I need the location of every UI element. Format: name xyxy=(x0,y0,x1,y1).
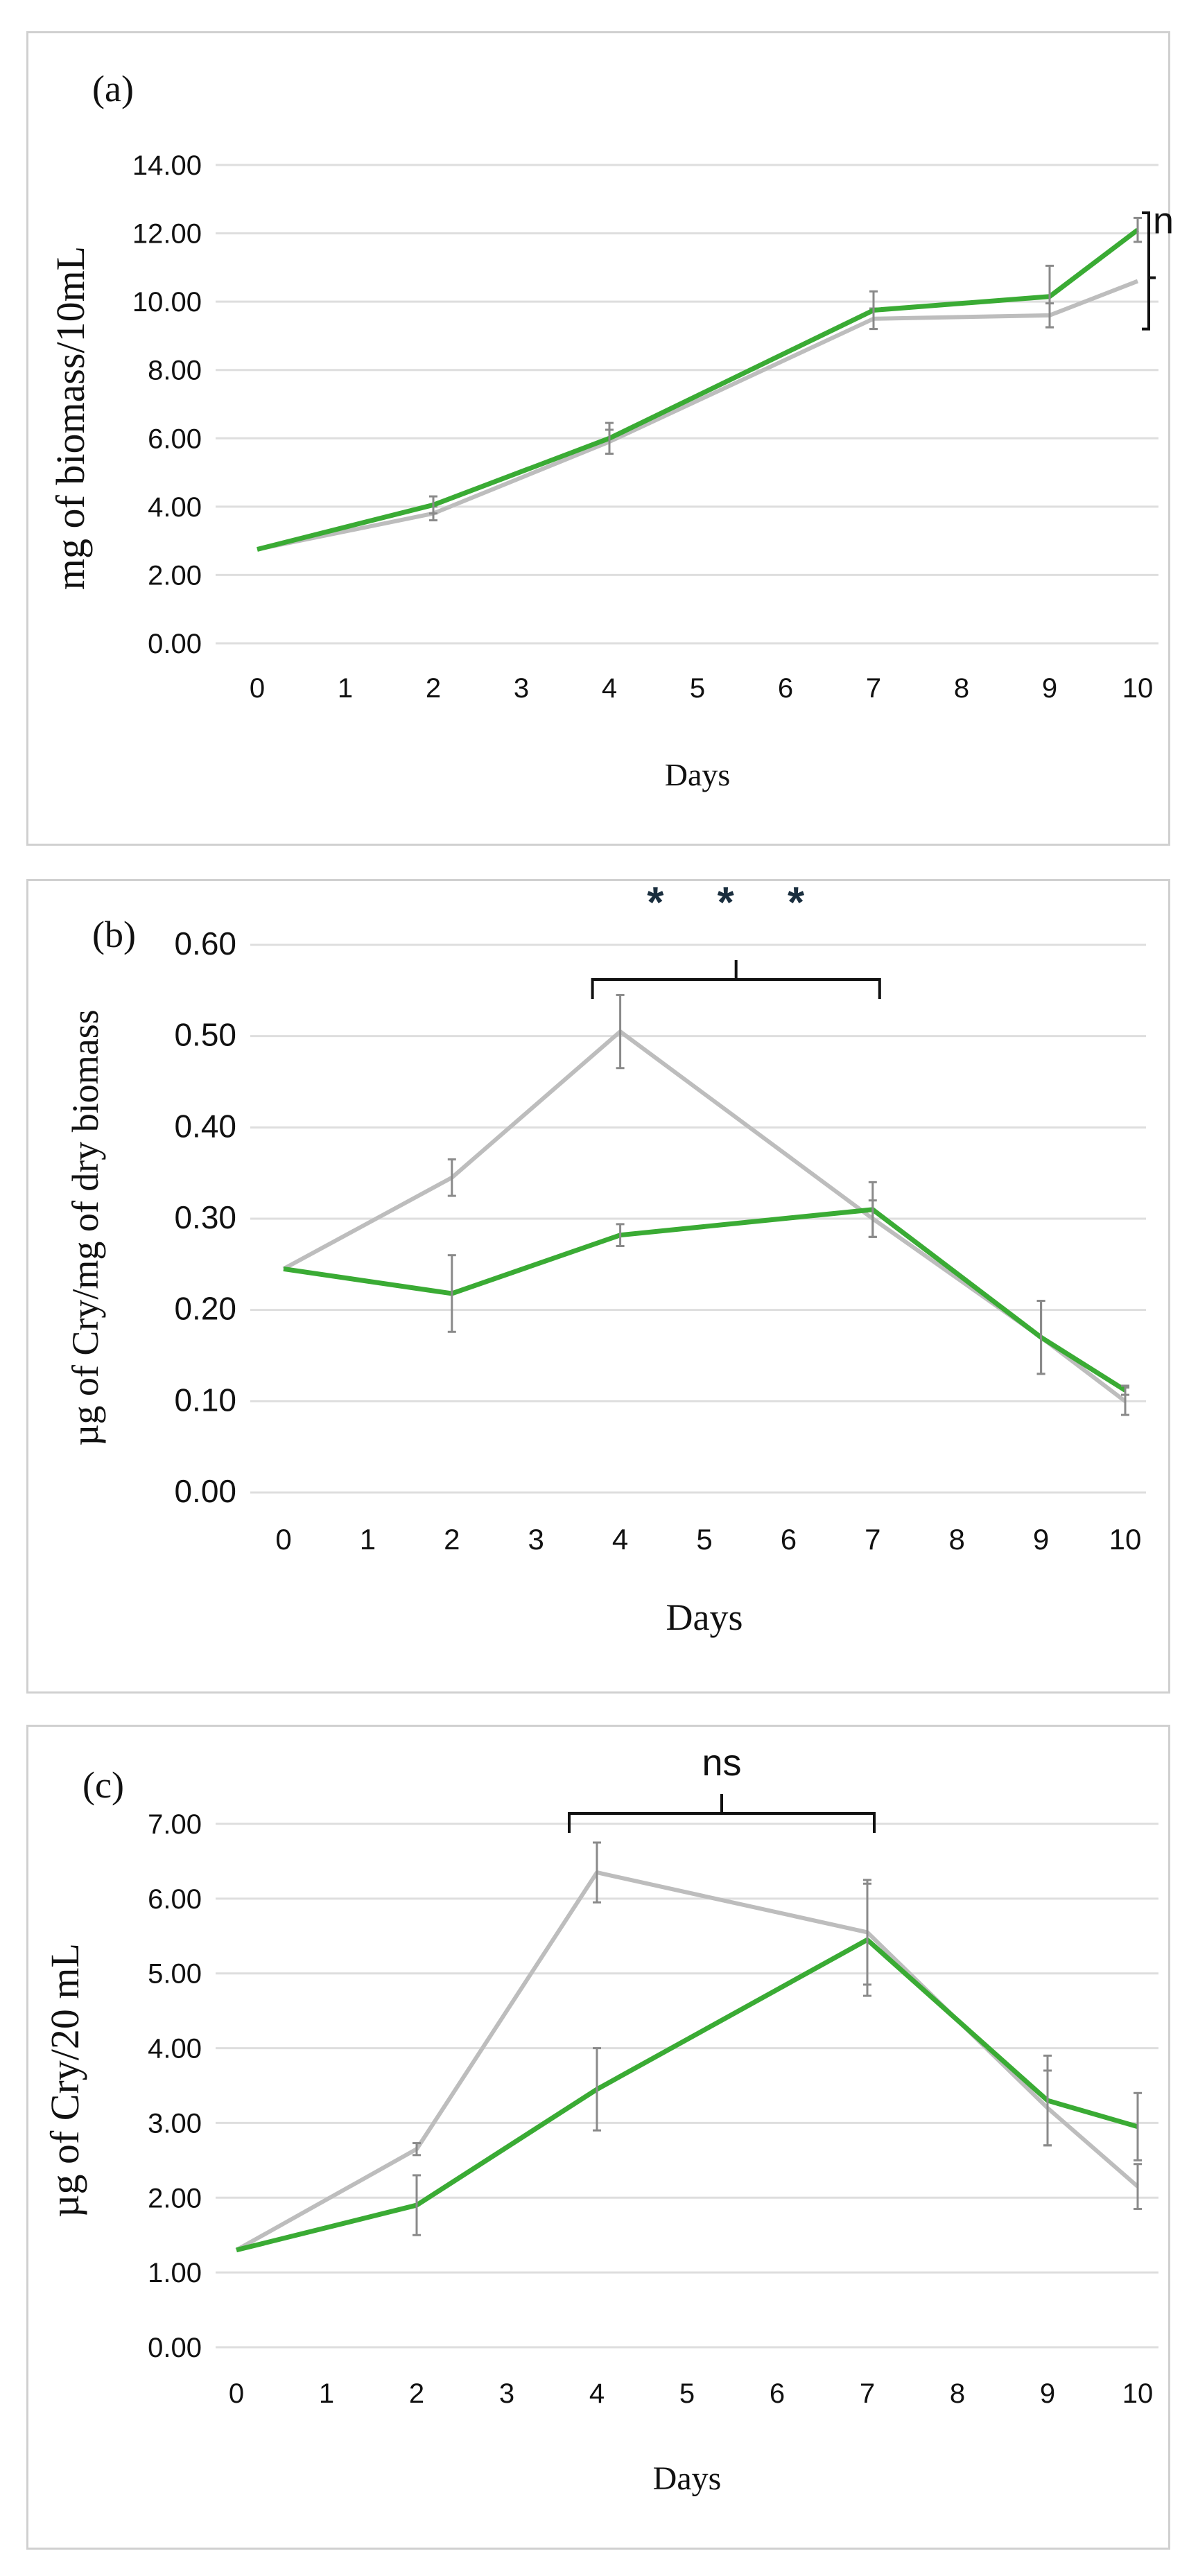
x-tick-label: 2 xyxy=(426,673,441,704)
significance-bracket xyxy=(568,1794,876,1833)
x-tick-label: 6 xyxy=(781,1523,797,1556)
x-tick-label: 0 xyxy=(250,673,265,704)
significance-label: ns xyxy=(1153,200,1172,242)
y-tick-label: 3.00 xyxy=(148,2108,202,2139)
x-tick-label: 9 xyxy=(1040,2378,1055,2409)
chart-b-svg: (b) 0.00 0.10 0.20 0.30 0.40 0.50 0.60 0 1 2 3 4 5 6 7 8… xyxy=(64,881,1146,1638)
y-axis-title: µg of Cry/mg of dry biomass xyxy=(64,1009,106,1446)
significance-label: ns xyxy=(702,1742,741,1784)
y-tick-label: 0.60 xyxy=(174,925,236,961)
y-tick-label: 0.00 xyxy=(148,629,202,659)
x-tick-label: 8 xyxy=(949,1523,965,1556)
panel-label: (b) xyxy=(92,914,136,955)
chart-panel-a: (a) 0.00 2.00 4.00 6.00 8.00 10.00 12.00 14.00 0 1… xyxy=(26,31,1172,846)
y-tick-label: 8.00 xyxy=(148,356,202,386)
x-tick-label: 8 xyxy=(954,673,969,704)
x-tick-label: 3 xyxy=(528,1523,544,1556)
y-axis-title: µg of Cry/20 mL xyxy=(42,1943,87,2218)
x-tick-label: 10 xyxy=(1109,1523,1142,1556)
chart-c-svg: (c) 0.00 1.00 2.00 3.00 4.00 5.00 6.00 7.00 0 1 2 3 4… xyxy=(42,1742,1158,2497)
significance-bracket xyxy=(1142,211,1156,331)
chart-a-svg: (a) 0.00 2.00 4.00 6.00 8.00 10.00 12.00 14.00 0 1… xyxy=(48,68,1172,792)
y-tick-label: 14.00 xyxy=(132,150,202,181)
x-tick-label: 5 xyxy=(690,673,705,704)
y-tick-label: 4.00 xyxy=(148,2034,202,2064)
x-axis-title: Days xyxy=(666,1596,743,1638)
x-tick-label: 7 xyxy=(860,2378,875,2409)
y-tick-label: 4.00 xyxy=(148,492,202,523)
x-tick-label: 5 xyxy=(679,2378,695,2409)
x-tick-label: 7 xyxy=(866,673,881,704)
x-tick-label: 10 xyxy=(1122,673,1154,704)
x-tick-label: 6 xyxy=(770,2378,785,2409)
y-tick-label: 0.00 xyxy=(148,2333,202,2363)
series-line-gray xyxy=(282,1029,1127,1403)
y-tick-label: 10.00 xyxy=(132,287,202,317)
x-axis-title: Days xyxy=(653,2460,722,2497)
series-line-green xyxy=(257,227,1140,552)
panel-label: (a) xyxy=(92,68,134,110)
y-tick-label: 0.10 xyxy=(174,1382,236,1418)
y-tick-label: 0.50 xyxy=(174,1017,236,1053)
x-tick-label: 4 xyxy=(602,673,617,704)
x-tick-label: 0 xyxy=(275,1523,291,1556)
y-tick-label: 1.00 xyxy=(148,2258,202,2288)
significance-bracket xyxy=(591,960,881,999)
y-tick-label: 0.40 xyxy=(174,1108,236,1144)
y-tick-label: 2.00 xyxy=(148,2183,202,2213)
x-axis-title: Days xyxy=(665,757,731,792)
significance-label: * * * xyxy=(647,881,825,927)
x-tick-label: 0 xyxy=(229,2378,244,2409)
x-tick-label: 1 xyxy=(338,673,353,704)
y-tick-label: 6.00 xyxy=(148,1884,202,1915)
x-tick-label: 8 xyxy=(950,2378,965,2409)
panel-label: (c) xyxy=(83,1764,124,1806)
y-tick-label: 5.00 xyxy=(148,1959,202,1990)
x-tick-label: 2 xyxy=(409,2378,424,2409)
series-line-gray xyxy=(257,279,1139,552)
y-tick-label: 7.00 xyxy=(148,1809,202,1840)
y-tick-label: 12.00 xyxy=(132,219,202,250)
x-tick-label: 9 xyxy=(1033,1523,1049,1556)
chart-panel-b: (b) 0.00 0.10 0.20 0.30 0.40 0.50 0.60 0 1 2 3 4 5 6 7 8… xyxy=(26,879,1170,1694)
x-tick-label: 10 xyxy=(1122,2378,1154,2409)
x-tick-label: 4 xyxy=(589,2378,605,2409)
x-tick-label: 3 xyxy=(499,2378,514,2409)
x-tick-label: 3 xyxy=(514,673,529,704)
x-tick-label: 1 xyxy=(319,2378,334,2409)
y-tick-label: 0.30 xyxy=(174,1199,236,1235)
y-tick-label: 2.00 xyxy=(148,560,202,591)
x-tick-label: 4 xyxy=(612,1523,628,1556)
y-tick-label: 0.00 xyxy=(174,1473,236,1509)
series-line-green xyxy=(283,1207,1127,1393)
y-axis-title: mg of biomass/10mL xyxy=(48,246,93,590)
x-tick-label: 7 xyxy=(865,1523,880,1556)
x-tick-label: 2 xyxy=(444,1523,460,1556)
x-tick-label: 5 xyxy=(696,1523,712,1556)
x-tick-label: 1 xyxy=(360,1523,376,1556)
chart-panel-c: (c) 0.00 1.00 2.00 3.00 4.00 5.00 6.00 7.00 0 1 2 3 4… xyxy=(26,1725,1170,2550)
series-line-gray xyxy=(235,1870,1139,2252)
x-tick-label: 6 xyxy=(778,673,793,704)
x-tick-label: 9 xyxy=(1042,673,1057,704)
series-line-green xyxy=(236,1937,1138,2253)
y-tick-label: 0.20 xyxy=(174,1291,236,1327)
y-tick-label: 6.00 xyxy=(148,424,202,454)
